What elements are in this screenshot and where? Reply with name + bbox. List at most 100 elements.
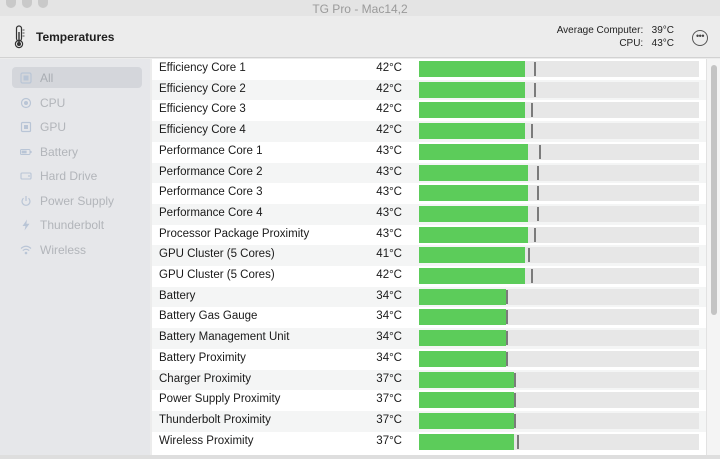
temperature-bar-track — [419, 164, 699, 181]
sensor-row[interactable]: Performance Core 1 43°C — [152, 142, 706, 163]
average-computer-label: Average Computer: — [556, 25, 644, 36]
scrollbar-thumb[interactable] — [711, 65, 717, 315]
sensor-row[interactable]: Wireless Proximity 37°C — [152, 432, 706, 453]
sensor-name: Efficiency Core 4 — [159, 124, 246, 137]
sidebar-item-label: Wireless — [40, 242, 87, 257]
sensor-name: Performance Core 4 — [159, 206, 263, 219]
sensor-row[interactable]: Battery 34°C — [152, 286, 706, 308]
sidebar-item-label: Hard Drive — [40, 169, 98, 183]
temperature-bar-track — [419, 268, 699, 284]
sensor-temperature: 34°C — [376, 331, 402, 344]
vertical-scrollbar[interactable] — [706, 59, 720, 455]
sidebar-item-power-supply[interactable]: Power Supply — [12, 190, 142, 211]
temperature-bar-fill — [419, 392, 515, 409]
sensor-row[interactable]: Power Supply Proximity 37°C — [152, 390, 706, 411]
sensor-row[interactable]: Charger Proximity 37°C — [152, 369, 706, 391]
sidebar-item-gpu[interactable]: GPU — [12, 116, 142, 137]
sidebar-item-label: Battery — [40, 144, 79, 159]
sensor-row[interactable]: Battery Management Unit 34°C — [152, 328, 706, 349]
temperature-bar-track — [419, 247, 699, 264]
temperature-bar-fill — [419, 247, 526, 264]
zoom-window-button[interactable] — [38, 0, 48, 8]
temperature-bar-fill — [419, 268, 526, 284]
sensor-name: Battery Proximity — [159, 351, 246, 364]
temperature-bar-track — [419, 226, 699, 243]
minimize-window-button[interactable] — [22, 0, 32, 8]
sidebar-item-cpu[interactable]: CPU — [12, 92, 142, 113]
sensor-name: Performance Core 2 — [159, 165, 263, 178]
average-computer-value: 39°C — [651, 25, 674, 36]
max-temperature-marker — [533, 82, 536, 97]
max-temperature-marker — [531, 269, 533, 283]
max-temperature-marker — [514, 372, 517, 387]
sensor-row[interactable]: GPU Cluster (5 Cores) 41°C — [152, 245, 706, 266]
all-icon — [20, 71, 32, 84]
sensor-temperature: 43°C — [376, 165, 402, 178]
sensor-list: Efficiency Core 1 42°C Efficiency Core 2 42… — [152, 59, 706, 455]
temperature-bar-fill — [419, 61, 526, 77]
average-summary: Average Computer: 39°C CPU: 43°C — [557, 24, 674, 50]
max-temperature-marker — [528, 248, 531, 263]
sensor-name: Power Supply Proximity — [159, 393, 281, 406]
ellipsis-circle-icon[interactable]: ••• — [692, 30, 708, 46]
max-temperature-marker — [514, 393, 517, 408]
power-icon — [20, 194, 32, 206]
toolbar-header: Temperatures Average Computer: 39°C CPU:… — [0, 16, 720, 58]
cpu-average-label: CPU: — [619, 38, 644, 49]
sensor-name: Processor Package Proximity — [159, 227, 310, 240]
sidebar-item-wireless[interactable]: Wireless — [12, 239, 142, 260]
sidebar-item-thunderbolt[interactable]: Thunderbolt — [12, 214, 142, 235]
sensor-row[interactable]: Battery Gas Gauge 34°C — [152, 307, 706, 328]
sidebar-item-hard-drive[interactable]: Hard Drive — [12, 165, 142, 186]
max-temperature-marker — [505, 351, 508, 366]
sensor-temperature: 42°C — [376, 124, 402, 137]
sensor-temperature: 42°C — [376, 103, 402, 116]
sensor-name: Charger Proximity — [159, 372, 252, 385]
temperature-bar-fill — [419, 371, 515, 388]
sensor-row[interactable]: Efficiency Core 4 42°C — [152, 121, 706, 142]
max-temperature-marker — [514, 413, 517, 428]
sensor-name: Performance Core 1 — [159, 144, 263, 157]
sidebar-item-battery[interactable]: Battery — [12, 141, 142, 162]
sensor-row[interactable]: Performance Core 4 43°C — [152, 203, 706, 225]
hard-drive-icon — [20, 169, 32, 181]
sidebar-item-all[interactable]: All — [12, 67, 142, 88]
sensor-row[interactable]: Efficiency Core 1 42°C — [152, 59, 706, 80]
window-title: TG Pro - Mac14,2 — [312, 2, 408, 16]
sidebar-item-label: CPU — [40, 95, 66, 110]
sensor-temperature: 37°C — [376, 372, 402, 385]
temperature-bar-track — [419, 123, 699, 140]
sensor-temperature: 34°C — [376, 310, 402, 323]
sensor-name: Efficiency Core 1 — [159, 62, 246, 74]
sensor-row[interactable]: Efficiency Core 2 42°C — [152, 79, 706, 101]
max-temperature-marker — [505, 310, 508, 325]
temperature-bar-track — [419, 288, 699, 305]
sensor-row[interactable]: Thunderbolt Proximity 37°C — [152, 410, 706, 432]
temperature-bar-track — [419, 392, 699, 409]
sensor-name: Wireless Proximity — [159, 434, 254, 447]
sidebar-item-label: Thunderbolt — [40, 218, 105, 232]
sensor-row[interactable]: Processor Package Proximity 43°C — [152, 225, 706, 246]
temperature-bar-track — [419, 371, 699, 388]
sensor-row[interactable]: Performance Core 3 43°C — [152, 183, 706, 204]
sensor-temperature: 37°C — [376, 393, 402, 406]
temperature-bar-track — [419, 143, 699, 160]
sensor-row[interactable]: Battery Proximity 34°C — [152, 349, 706, 370]
max-temperature-marker — [517, 434, 519, 449]
temperature-bar-track — [419, 412, 699, 429]
temperature-bar-fill — [419, 102, 526, 119]
sensor-temperature: 37°C — [376, 434, 402, 447]
temperature-bar-track — [419, 309, 699, 326]
close-window-button[interactable] — [6, 0, 16, 8]
sensor-row[interactable]: GPU Cluster (5 Cores) 42°C — [152, 266, 706, 287]
sensor-row[interactable]: Efficiency Core 3 42°C — [152, 100, 706, 121]
temperature-bar-fill — [419, 330, 506, 347]
temperature-bar-fill — [419, 412, 515, 429]
sidebar-item-label: GPU — [40, 120, 67, 134]
sensor-row[interactable]: Performance Core 2 43°C — [152, 162, 706, 184]
max-temperature-marker — [539, 144, 542, 159]
sensor-temperature: 34°C — [376, 351, 402, 364]
temperature-bar-fill — [419, 350, 506, 367]
max-temperature-marker — [536, 186, 539, 201]
